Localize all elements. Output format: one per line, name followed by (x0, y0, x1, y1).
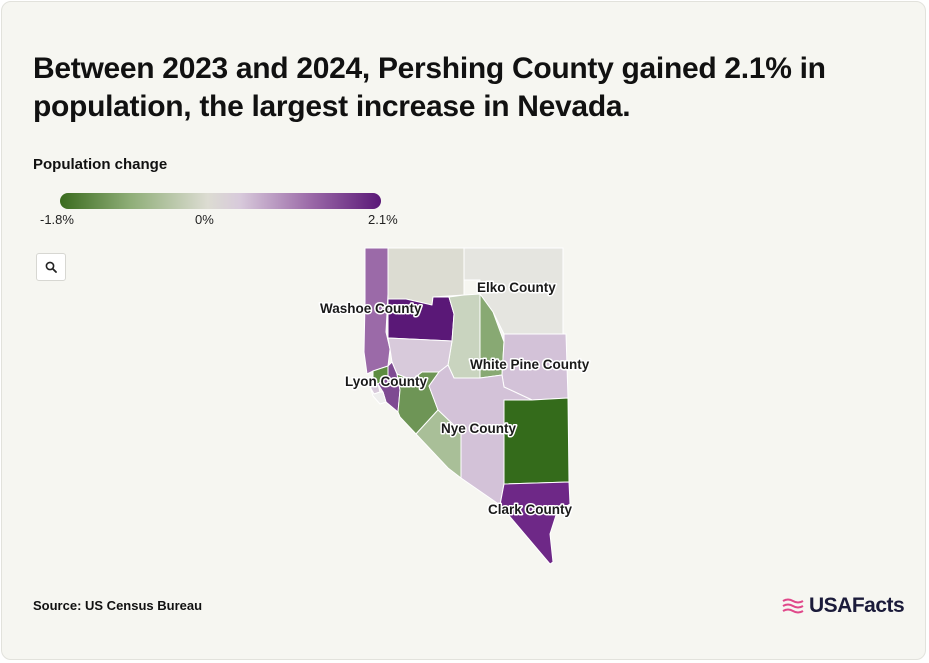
county-clark[interactable] (499, 481, 571, 565)
legend-max-label: 2.1% (368, 212, 398, 227)
county-label-lyon: Lyon County (345, 374, 427, 389)
us-flag-icon (782, 598, 804, 614)
county-label-nye: Nye County (441, 421, 517, 436)
county-lincoln[interactable] (503, 397, 570, 485)
zoom-button[interactable] (36, 253, 66, 281)
county-labels: Washoe County Elko County White Pine Cou… (319, 279, 592, 519)
county-lyon[interactable] (377, 361, 401, 413)
county-label-white-pine: White Pine County (470, 357, 590, 372)
source-note: Source: US Census Bureau (33, 598, 203, 613)
county-esmeralda[interactable] (415, 409, 462, 479)
brand-logo[interactable]: USAFacts (781, 594, 905, 618)
county-douglas[interactable] (369, 386, 387, 405)
legend-title: Population change (33, 156, 168, 173)
county-label-washoe: Washoe County (320, 301, 422, 316)
legend-color-scale (60, 193, 381, 209)
legend-min-label: -1.8% (40, 212, 74, 227)
county-label-clark: Clark County (488, 502, 573, 517)
chart-title: Between 2023 and 2024, Pershing County g… (33, 52, 826, 123)
county-label-elko: Elko County (477, 280, 556, 295)
brand-name: USAFacts (809, 594, 905, 617)
search-icon (45, 261, 57, 273)
legend-mid-label: 0% (195, 212, 214, 227)
